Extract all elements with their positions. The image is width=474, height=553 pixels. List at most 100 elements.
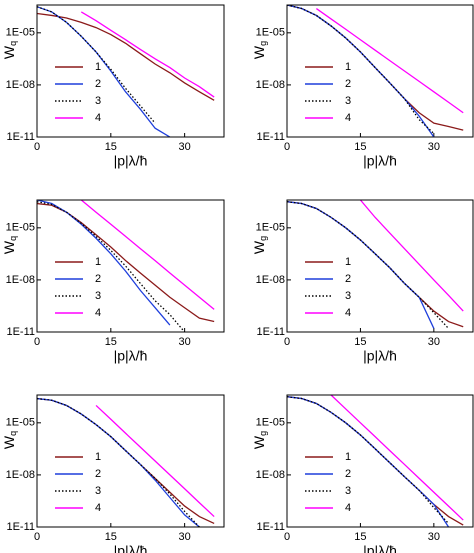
y-tick-label: 1E-05: [6, 417, 35, 429]
y-tick-label: 1E-05: [6, 222, 35, 234]
legend-label: 1: [345, 256, 351, 268]
x-tick-label: 0: [34, 336, 40, 348]
y-tick-label: 1E-11: [6, 521, 35, 533]
series-line: [287, 5, 435, 134]
legend-label: 1: [95, 256, 101, 268]
y-axis-label: Wq: [1, 431, 19, 449]
y-axis-label-sub: g: [258, 41, 268, 46]
y-tick-label: 1E-05: [6, 27, 35, 39]
legend-label: 4: [95, 307, 101, 319]
y-axis-label-main: W: [1, 240, 17, 254]
plot-area: [37, 397, 215, 527]
series-line: [37, 200, 171, 326]
legend-label: 3: [95, 95, 101, 107]
y-tick-label: 1E-08: [256, 274, 285, 286]
legend: 1 2 3 4: [55, 256, 101, 319]
series-line: [37, 6, 156, 124]
y-axis-label-main: W: [251, 45, 267, 59]
legend-label: 1: [95, 451, 101, 463]
legend-label: 2: [95, 78, 101, 90]
series-line: [287, 201, 450, 329]
x-tick-label: 30: [428, 336, 440, 348]
legend-label: 2: [95, 273, 101, 285]
y-tick-label: 1E-05: [256, 417, 285, 429]
y-axis-label: Wg: [251, 431, 269, 449]
y-tick-label: 1E-11: [6, 326, 35, 338]
y-tick-label: 1E-08: [256, 79, 285, 91]
x-axis-label: |p|λ/ħ: [363, 348, 397, 364]
plot-area: [37, 6, 215, 137]
x-tick-label: 0: [284, 336, 290, 348]
y-axis-label: Wg: [251, 236, 269, 254]
legend-label: 2: [345, 273, 351, 285]
y-axis-label-main: W: [251, 435, 267, 449]
legend-label: 4: [345, 112, 351, 124]
x-tick-label: 15: [354, 531, 366, 543]
y-axis-label: Wq: [1, 236, 19, 254]
y-axis-label-sub: q: [8, 41, 18, 46]
legend-label: 3: [95, 485, 101, 497]
panel: 1E-11 1E-08 1E-05 0 15 30 |p|λ/ħ Wg 1 2 3 4: [251, 4, 474, 169]
y-tick-label: 1E-08: [6, 274, 35, 286]
y-axis-label-sub: q: [8, 431, 18, 436]
y-tick-label: 1E-05: [256, 222, 285, 234]
x-tick-label: 30: [179, 141, 191, 153]
x-axis-label: |p|λ/ħ: [114, 348, 148, 364]
legend: 1 2 3 4: [55, 61, 101, 124]
x-tick-label: 15: [105, 336, 117, 348]
series-line: [287, 5, 435, 137]
plot-frame: [286, 199, 474, 333]
x-tick-label: 0: [34, 141, 40, 153]
y-tick-label: 1E-11: [256, 326, 285, 338]
y-tick-label: 1E-08: [6, 79, 35, 91]
x-tick-label: 0: [34, 531, 40, 543]
y-axis-label-main: W: [251, 240, 267, 254]
legend-label: 2: [95, 468, 101, 480]
y-axis-label: Wg: [251, 41, 269, 59]
legend-label: 4: [345, 502, 351, 514]
x-axis-label: |p|λ/ħ: [363, 543, 397, 553]
plot-frame: [286, 4, 474, 138]
y-axis-label-main: W: [1, 45, 17, 59]
legend-label: 3: [95, 290, 101, 302]
plot-area: [287, 395, 464, 527]
x-tick-label: 30: [428, 141, 440, 153]
y-tick-label: 1E-08: [6, 469, 35, 481]
plot-area: [37, 200, 215, 332]
panel: 1E-11 1E-08 1E-05 0 15 30 |p|λ/ħ Wg 1 2 3 4: [251, 394, 474, 553]
legend-label: 1: [345, 451, 351, 463]
plot-frame: [36, 394, 225, 528]
legend-label: 3: [345, 95, 351, 107]
x-tick-label: 0: [284, 531, 290, 543]
plot-frame: [36, 4, 225, 138]
series-line: [80, 11, 215, 98]
x-tick-label: 15: [354, 336, 366, 348]
x-tick-label: 30: [179, 531, 191, 543]
legend: 1 2 3 4: [305, 256, 351, 319]
x-tick-label: 15: [354, 141, 366, 153]
y-axis-label-sub: q: [8, 236, 18, 241]
y-tick-label: 1E-11: [256, 521, 285, 533]
legend-label: 4: [345, 307, 351, 319]
series-line: [37, 12, 215, 101]
y-axis-label: Wq: [1, 41, 19, 59]
x-axis-label: |p|λ/ħ: [114, 153, 148, 169]
y-tick-label: 1E-08: [256, 469, 285, 481]
series-line: [287, 201, 435, 329]
legend: 1 2 3 4: [305, 451, 351, 514]
series-line: [287, 396, 464, 526]
series-line: [95, 404, 215, 518]
legend-label: 3: [345, 290, 351, 302]
x-tick-label: 15: [105, 141, 117, 153]
y-axis-label-sub: g: [258, 236, 268, 241]
legend-label: 2: [345, 78, 351, 90]
panel: 1E-11 1E-08 1E-05 0 15 30 |p|λ/ħ Wg 1 2 3 4: [251, 199, 474, 364]
x-axis-label: |p|λ/ħ: [363, 153, 397, 169]
plot-frame: [286, 394, 474, 528]
legend-label: 4: [95, 112, 101, 124]
plot-area: [287, 5, 464, 137]
series-line: [80, 200, 215, 310]
legend-label: 1: [345, 61, 351, 73]
x-tick-label: 0: [284, 141, 290, 153]
